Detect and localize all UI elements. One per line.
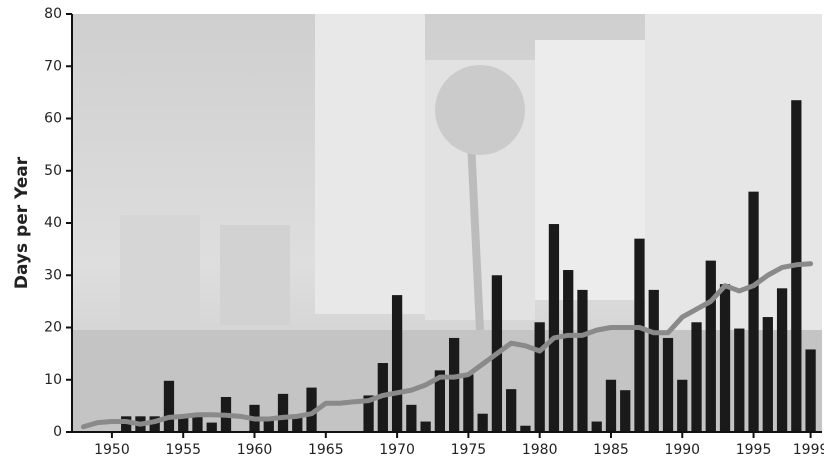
y-tick-label: 70 — [44, 58, 62, 74]
x-tick-label: 1990 — [664, 442, 700, 458]
y-axis-label: Days per Year — [12, 156, 32, 289]
x-tick-label: 1960 — [237, 442, 273, 458]
bar — [306, 387, 317, 432]
bar — [406, 404, 417, 432]
bar — [463, 374, 474, 432]
bar — [662, 337, 674, 432]
y-tick-label: 40 — [44, 215, 62, 231]
bar — [178, 416, 189, 432]
bar — [748, 191, 759, 432]
bar — [520, 425, 531, 432]
x-tick-label: 1980 — [522, 442, 558, 458]
bar — [805, 349, 816, 432]
bar — [121, 416, 132, 432]
bar — [734, 328, 745, 432]
bar — [434, 370, 446, 432]
y-tick-label: 50 — [44, 163, 62, 179]
bar — [648, 289, 659, 432]
x-tick-label: 1975 — [451, 442, 487, 458]
bar — [292, 417, 303, 432]
bar — [577, 289, 588, 432]
x-tick-label: 1999 — [793, 442, 824, 458]
bar — [263, 418, 274, 432]
x-tick-label: 1965 — [308, 442, 344, 458]
bar — [719, 284, 731, 432]
y-tick-label: 80 — [44, 6, 62, 22]
bar — [477, 413, 488, 432]
y-tick-label: 30 — [44, 267, 62, 283]
bar — [563, 270, 574, 432]
bar — [363, 395, 374, 432]
bar — [605, 379, 617, 432]
y-tick-label: 10 — [44, 372, 62, 388]
bar — [206, 422, 217, 432]
bar — [691, 322, 702, 432]
bar — [762, 317, 773, 432]
x-tick-label: 1950 — [94, 442, 130, 458]
x-tick-label: 1995 — [736, 442, 772, 458]
bar — [534, 322, 545, 432]
bar — [776, 288, 788, 432]
bar — [420, 421, 431, 432]
y-tick-label: 60 — [44, 111, 62, 127]
x-tick-label: 1970 — [379, 442, 415, 458]
bar — [391, 295, 403, 432]
bar — [677, 379, 688, 432]
x-tick-label: 1955 — [165, 442, 201, 458]
x-tick-label: 1985 — [593, 442, 629, 458]
bar — [591, 421, 602, 432]
bar — [506, 389, 517, 432]
bar — [634, 238, 645, 432]
bar — [620, 390, 631, 432]
y-tick-label: 0 — [53, 424, 62, 440]
bar — [192, 413, 203, 432]
bar — [163, 380, 175, 432]
bar — [705, 260, 716, 432]
y-tick-label: 20 — [44, 320, 62, 336]
bar — [548, 224, 560, 432]
trend-line — [80, 261, 814, 430]
bar — [448, 337, 460, 432]
bar — [149, 416, 160, 432]
bar — [277, 393, 289, 432]
